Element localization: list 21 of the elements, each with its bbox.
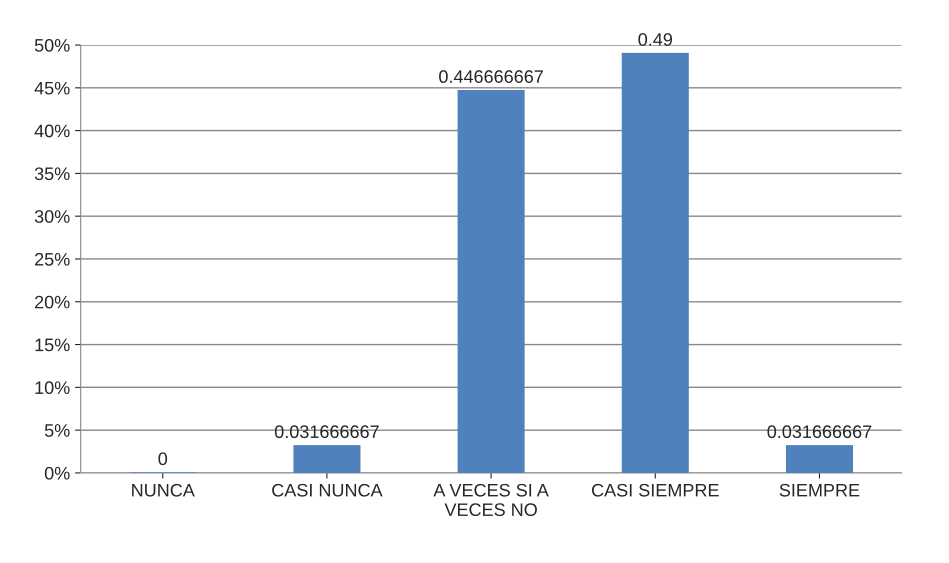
x-tick-label: NUNCA bbox=[132, 484, 195, 497]
y-tick-label: 5% bbox=[44, 424, 70, 437]
y-tick-label: 45% bbox=[34, 82, 70, 95]
y-tick-label: 20% bbox=[35, 296, 70, 308]
y-tick-label: 35% bbox=[34, 167, 70, 180]
data-label: 0.446666667 bbox=[439, 70, 543, 83]
y-tick-label: 15% bbox=[35, 338, 70, 352]
data-label: 0.49 bbox=[638, 33, 672, 46]
y-tick-label: 30% bbox=[34, 210, 70, 223]
y-tick-label: 40% bbox=[34, 124, 70, 138]
y-tick-label: 50% bbox=[34, 38, 70, 52]
data-label: 0.031666667 bbox=[767, 425, 872, 438]
y-tick-label: 10% bbox=[35, 381, 70, 394]
y-tick-label: 0% bbox=[44, 466, 70, 480]
y-tick-label: 25% bbox=[35, 252, 70, 266]
x-tick-label: CASI SIEMPRE bbox=[592, 484, 719, 497]
x-tick-label: CASI NUNCA bbox=[272, 484, 383, 497]
x-tick-label: SIEMPRE bbox=[780, 484, 860, 497]
data-label: 0.031666667 bbox=[274, 425, 379, 438]
data-label: 0 bbox=[158, 452, 168, 466]
x-tick-label: A VECES SI A VECES NO bbox=[433, 484, 549, 516]
